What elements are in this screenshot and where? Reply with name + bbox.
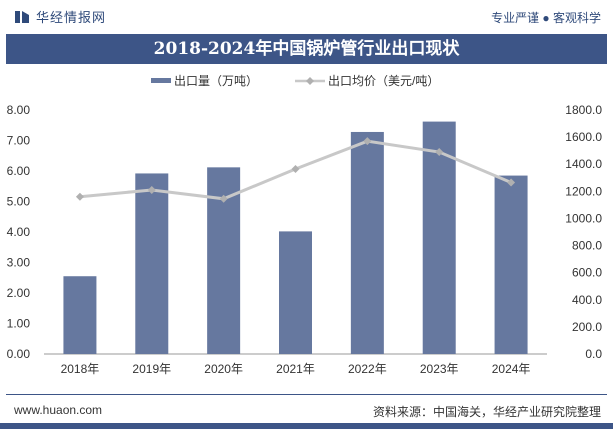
line-point[interactable]	[75, 192, 84, 201]
chart-title: 2018-2024年中国锅炉管行业出口现状	[6, 34, 607, 64]
chart: 出口量（万吨） 出口均价（美元/吨） 0.00 1.00 2.00 3.00 4.00 5…	[7, 74, 603, 376]
line-point[interactable]	[219, 194, 228, 203]
y-right-tick-label: 600.0	[572, 266, 602, 280]
line-point[interactable]	[507, 178, 516, 187]
top-bar: 华经情报网 专业严谨 ● 客观科学	[0, 0, 613, 34]
y-left-tick-label: 5.00	[7, 195, 31, 209]
price-line	[75, 137, 516, 203]
legend-line-label: 出口均价（美元/吨）	[328, 74, 439, 88]
brand[interactable]: 华经情报网	[14, 7, 106, 26]
x-tick-label: 2021年	[276, 362, 315, 376]
footer-band	[0, 423, 613, 429]
y-left-tick-label: 2.00	[7, 286, 31, 300]
footer-url[interactable]: www.huaon.com	[14, 403, 103, 417]
y-right-tick-label: 1800.0	[565, 103, 602, 117]
y-right-tick-label: 1200.0	[565, 184, 602, 198]
x-tick-label: 2022年	[348, 362, 387, 376]
bar[interactable]	[63, 276, 97, 354]
slogan: 专业严谨 ● 客观科学	[491, 11, 601, 25]
y-right-tick-label: 800.0	[572, 239, 602, 253]
x-tick-label: 2023年	[420, 362, 459, 376]
bar[interactable]	[422, 121, 456, 354]
y-left-tick-label: 0.00	[7, 347, 31, 361]
footer-source: 资料来源：中国海关，华经产业研究院整理	[372, 405, 601, 419]
y-right-tick-label: 1000.0	[565, 211, 602, 225]
line-point[interactable]	[291, 164, 300, 173]
y-left-tick-label: 1.00	[7, 317, 31, 331]
y-right-tick-label: 1600.0	[565, 130, 602, 144]
bar[interactable]	[494, 175, 528, 354]
line-point[interactable]	[147, 185, 156, 194]
brand-logo-icon	[15, 10, 29, 23]
axes: 0.00 1.00 2.00 3.00 4.00 5.00 6.00 7.00 8.00 0.0 2…	[7, 103, 603, 376]
y-right-tick-label: 200.0	[572, 320, 602, 334]
footer: www.huaon.com 资料来源：中国海关，华经产业研究院整理	[0, 394, 613, 429]
footer-divider	[6, 394, 607, 395]
y-right-tick-label: 1400.0	[565, 157, 602, 171]
y-left-tick-label: 6.00	[7, 164, 31, 178]
line-point[interactable]	[435, 148, 444, 157]
y-right-tick-label: 400.0	[572, 293, 602, 307]
x-tick-label: 2020年	[204, 362, 243, 376]
x-tick-label: 2018年	[61, 362, 100, 376]
y-left-tick-label: 3.00	[7, 256, 31, 270]
bar[interactable]	[135, 173, 169, 354]
legend-bar-label: 出口量（万吨）	[174, 74, 258, 88]
bar[interactable]	[279, 231, 312, 354]
legend: 出口量（万吨） 出口均价（美元/吨）	[151, 74, 439, 88]
brand-name: 华经情报网	[36, 10, 107, 25]
x-tick-label: 2019年	[132, 362, 171, 376]
y-left-tick-label: 8.00	[7, 103, 31, 117]
y-left-tick-label: 4.00	[7, 225, 31, 239]
y-right-tick-label: 0.0	[585, 347, 602, 361]
line-point[interactable]	[363, 137, 372, 146]
y-left-tick-label: 7.00	[7, 134, 31, 148]
bar[interactable]	[350, 131, 384, 354]
bars	[63, 121, 528, 354]
legend-line-marker	[306, 77, 314, 85]
x-tick-label: 2024年	[492, 362, 531, 376]
legend-bar-swatch	[151, 78, 171, 83]
